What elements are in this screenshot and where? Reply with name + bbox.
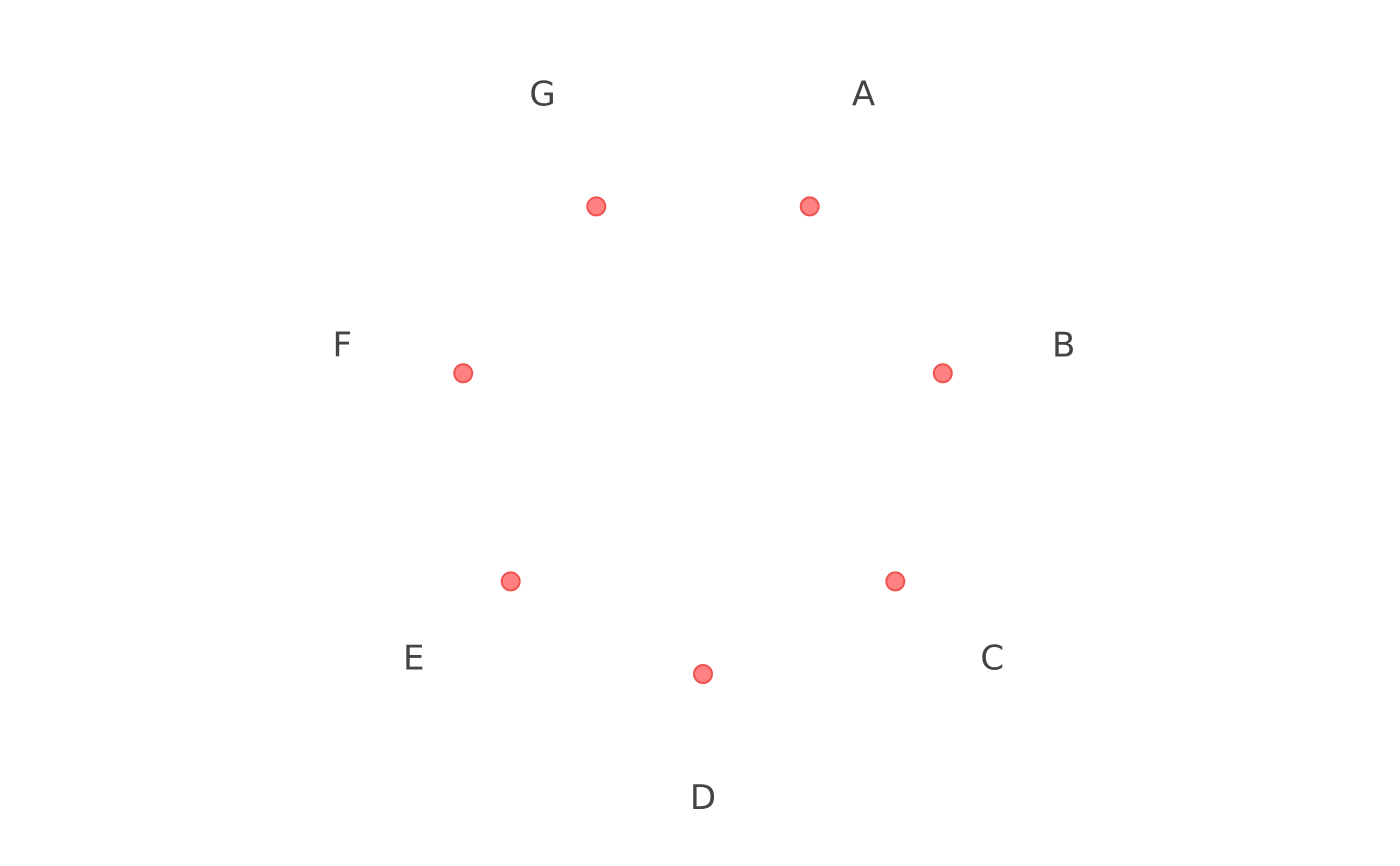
category-label-b: B bbox=[1052, 326, 1075, 366]
data-point-e bbox=[500, 571, 521, 592]
category-label-c: C bbox=[980, 639, 1004, 679]
category-label-e: E bbox=[403, 639, 424, 679]
category-labels: A B C D E F G bbox=[333, 75, 1076, 818]
data-point-a bbox=[799, 196, 820, 217]
data-point-c bbox=[885, 571, 906, 592]
category-label-f: F bbox=[333, 326, 353, 366]
category-label-a: A bbox=[852, 75, 875, 115]
data-point-g bbox=[586, 196, 607, 217]
category-label-g: G bbox=[529, 75, 555, 115]
data-points bbox=[453, 196, 953, 684]
category-label-d: D bbox=[690, 778, 716, 818]
data-point-b bbox=[932, 363, 953, 384]
data-point-d bbox=[693, 664, 713, 684]
data-point-f bbox=[453, 363, 474, 384]
